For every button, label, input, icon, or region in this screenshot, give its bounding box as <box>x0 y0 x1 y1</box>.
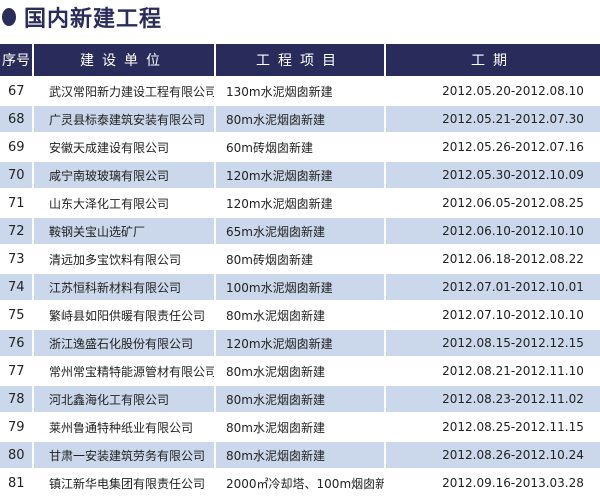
row-number: 75 <box>0 300 33 329</box>
table-row: 68 广灵县标泰建筑安装有限公司 80m水泥烟囱新建 2012.05.21-2012.… <box>0 104 600 133</box>
row-project: 80m水泥烟囱新建 <box>214 356 385 385</box>
header-period: 工期 <box>384 44 600 77</box>
row-company: 江苏恒科新材料有限公司 <box>32 272 215 301</box>
table-row: 81 镇江新华电集团有限责任公司 2000㎡冷却塔、100m烟囱新建 2012.09.… <box>0 468 600 496</box>
table-row: 76 浙江逸盛石化股份有限公司 120m水泥烟囱新建 2012.08.15-2012.… <box>0 328 600 357</box>
row-company: 广灵县标泰建筑安装有限公司 <box>32 104 215 133</box>
row-project: 100m水泥烟囱新建 <box>214 272 385 301</box>
row-project: 120m水泥烟囱新建 <box>214 188 385 217</box>
row-project: 80m水泥烟囱新建 <box>214 300 385 329</box>
row-company: 甘肃一安装建筑劳务有限公司 <box>32 440 215 469</box>
row-project: 80m水泥烟囱新建 <box>214 384 385 413</box>
header-company: 建设单位 <box>32 44 215 77</box>
bullet-icon <box>2 8 16 26</box>
row-project: 2000㎡冷却塔、100m烟囱新建 <box>214 468 385 496</box>
row-project: 80m水泥烟囱新建 <box>214 104 385 133</box>
row-project: 65m水泥烟囱新建 <box>214 216 385 245</box>
row-period: 2012.06.18-2012.08.22 <box>384 244 600 273</box>
row-number: 71 <box>0 188 33 217</box>
row-project: 60m砖烟囱新建 <box>214 132 385 161</box>
table-row: 78 河北鑫海化工有限公司 80m水泥烟囱新建 2012.08.23-2012.11.… <box>0 384 600 413</box>
table-row: 70 咸宁南玻玻璃有限公司 120m水泥烟囱新建 2012.05.30-2012.10… <box>0 160 600 189</box>
row-period: 2012.08.21-2012.11.10 <box>384 356 600 385</box>
row-company: 山东大泽化工有限公司 <box>32 188 215 217</box>
row-project: 80m水泥烟囱新建 <box>214 412 385 441</box>
row-company: 鞍钢关宝山选矿厂 <box>32 216 215 245</box>
row-company: 繁峙县如阳供暖有限责任公司 <box>32 300 215 329</box>
row-period: 2012.09.16-2013.03.28 <box>384 468 600 496</box>
row-project: 80m水泥烟囱新建 <box>214 440 385 469</box>
row-company: 清远加多宝饮料有限公司 <box>32 244 215 273</box>
table-row: 74 江苏恒科新材料有限公司 100m水泥烟囱新建 2012.07.01-2012.1… <box>0 272 600 301</box>
row-project: 120m水泥烟囱新建 <box>214 160 385 189</box>
row-period: 2012.08.26-2012.10.24 <box>384 440 600 469</box>
row-period: 2012.06.05-2012.08.25 <box>384 188 600 217</box>
section-title: 国内新建工程 <box>2 2 162 32</box>
row-period: 2012.05.30-2012.10.09 <box>384 160 600 189</box>
row-period: 2012.07.01-2012.10.01 <box>384 272 600 301</box>
row-company: 常州常宝精特能源管材有限公司 <box>32 356 215 385</box>
row-number: 67 <box>0 76 33 105</box>
table-row: 69 安徽天成建设有限公司 60m砖烟囱新建 2012.05.26-2012.07.1… <box>0 132 600 161</box>
row-company: 浙江逸盛石化股份有限公司 <box>32 328 215 357</box>
row-period: 2012.05.21-2012.07.30 <box>384 104 600 133</box>
row-number: 70 <box>0 160 33 189</box>
header-project: 工程项目 <box>214 44 385 77</box>
header-no: 序号 <box>0 44 33 77</box>
table-row: 75 繁峙县如阳供暖有限责任公司 80m水泥烟囱新建 2012.07.10-2012.… <box>0 300 600 329</box>
row-project: 120m水泥烟囱新建 <box>214 328 385 357</box>
row-number: 79 <box>0 412 33 441</box>
table-row: 77 常州常宝精特能源管材有限公司 80m水泥烟囱新建 2012.08.21-2012… <box>0 356 600 385</box>
row-project: 80m砖烟囱新建 <box>214 244 385 273</box>
section-title-text: 国内新建工程 <box>24 7 163 32</box>
table-row: 73 清远加多宝饮料有限公司 80m砖烟囱新建 2012.06.18-2012.08.… <box>0 244 600 273</box>
row-number: 69 <box>0 132 33 161</box>
projects-table: 序号 建设单位 工程项目 工期 67 武汉常阳新力建设工程有限公司 130m水泥烟囱… <box>0 44 600 496</box>
row-period: 2012.06.10-2012.10.10 <box>384 216 600 245</box>
row-company: 镇江新华电集团有限责任公司 <box>32 468 215 496</box>
row-company: 河北鑫海化工有限公司 <box>32 384 215 413</box>
row-company: 武汉常阳新力建设工程有限公司 <box>32 76 215 105</box>
row-number: 80 <box>0 440 33 469</box>
row-company: 安徽天成建设有限公司 <box>32 132 215 161</box>
row-number: 81 <box>0 468 33 496</box>
table-row: 72 鞍钢关宝山选矿厂 65m水泥烟囱新建 2012.06.10-2012.10.10 <box>0 216 600 245</box>
row-number: 78 <box>0 384 33 413</box>
row-number: 74 <box>0 272 33 301</box>
row-number: 76 <box>0 328 33 357</box>
row-period: 2012.08.23-2012.11.02 <box>384 384 600 413</box>
row-company: 咸宁南玻玻璃有限公司 <box>32 160 215 189</box>
row-number: 68 <box>0 104 33 133</box>
row-period: 2012.07.10-2012.10.10 <box>384 300 600 329</box>
table-row: 79 莱州鲁通特种纸业有限公司 80m水泥烟囱新建 2012.08.25-2012.1… <box>0 412 600 441</box>
table-header: 序号 建设单位 工程项目 工期 <box>0 44 600 77</box>
row-period: 2012.05.20-2012.08.10 <box>384 76 600 105</box>
row-period: 2012.08.25-2012.11.15 <box>384 412 600 441</box>
row-period: 2012.05.26-2012.07.16 <box>384 132 600 161</box>
row-company: 莱州鲁通特种纸业有限公司 <box>32 412 215 441</box>
table-row: 71 山东大泽化工有限公司 120m水泥烟囱新建 2012.06.05-2012.08… <box>0 188 600 217</box>
row-number: 77 <box>0 356 33 385</box>
row-project: 130m水泥烟囱新建 <box>214 76 385 105</box>
row-number: 73 <box>0 244 33 273</box>
row-period: 2012.08.15-2012.12.15 <box>384 328 600 357</box>
table-row: 67 武汉常阳新力建设工程有限公司 130m水泥烟囱新建 2012.05.20-201… <box>0 76 600 105</box>
row-number: 72 <box>0 216 33 245</box>
table-row: 80 甘肃一安装建筑劳务有限公司 80m水泥烟囱新建 2012.08.26-2012.… <box>0 440 600 469</box>
